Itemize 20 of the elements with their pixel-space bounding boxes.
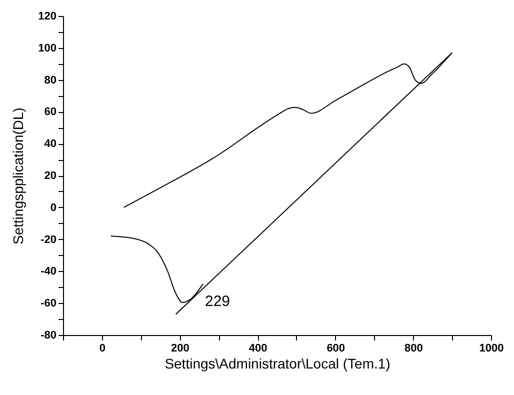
y-tick-label: -20	[40, 234, 56, 246]
y-tick-label: 120	[38, 10, 56, 22]
annotation: 229	[205, 293, 230, 310]
y-tick-label: 0	[50, 202, 56, 214]
y-tick-label: 100	[38, 42, 56, 54]
y-axis-title: Settingspplication(DL)	[10, 108, 26, 244]
x-tick-label: 200	[171, 342, 190, 354]
y-tick-label: 40	[44, 138, 56, 150]
x-tick-label: 800	[404, 342, 423, 354]
x-axis-title: Settings\Administrator\Local (Tem.1)	[164, 356, 390, 372]
y-tick-label: -40	[40, 266, 56, 278]
y-tick-label: 60	[44, 106, 56, 118]
x-tick-label: 600	[326, 342, 346, 354]
y-tick-label: -60	[40, 298, 56, 310]
x-tick-label: 1000	[479, 342, 504, 354]
y-tick-label: 80	[44, 74, 56, 86]
y-tick-label: -80	[40, 330, 56, 342]
y-tick-label: 20	[44, 170, 56, 182]
x-tick-label: 400	[248, 342, 268, 354]
x-tick-label: 0	[99, 342, 106, 354]
